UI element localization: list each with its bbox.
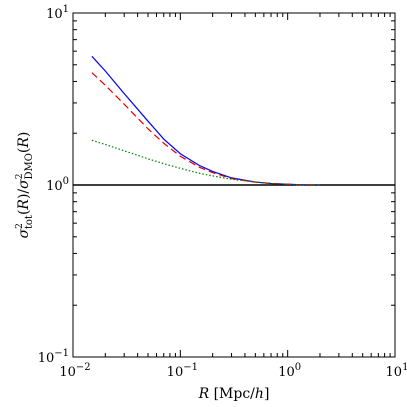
x-tick-label: 100 (278, 362, 301, 380)
series-group (73, 55, 395, 186)
x-tick-label: 101 (386, 362, 407, 380)
y-axis-label: σ2tot(R)/σ2DMO(R) (15, 132, 35, 239)
x-tick-label: 10−1 (167, 362, 198, 380)
y-tick-label: 10−1 (38, 348, 69, 366)
y-tick-label: 101 (46, 4, 69, 22)
series-line-3 (91, 139, 320, 186)
series-line-2 (91, 72, 320, 186)
x-axis-label: R [Mpc/h] (198, 386, 270, 402)
y-tick-label: 100 (46, 176, 69, 194)
x-tick-label: 10−2 (59, 362, 90, 380)
series-line-1 (91, 55, 320, 186)
